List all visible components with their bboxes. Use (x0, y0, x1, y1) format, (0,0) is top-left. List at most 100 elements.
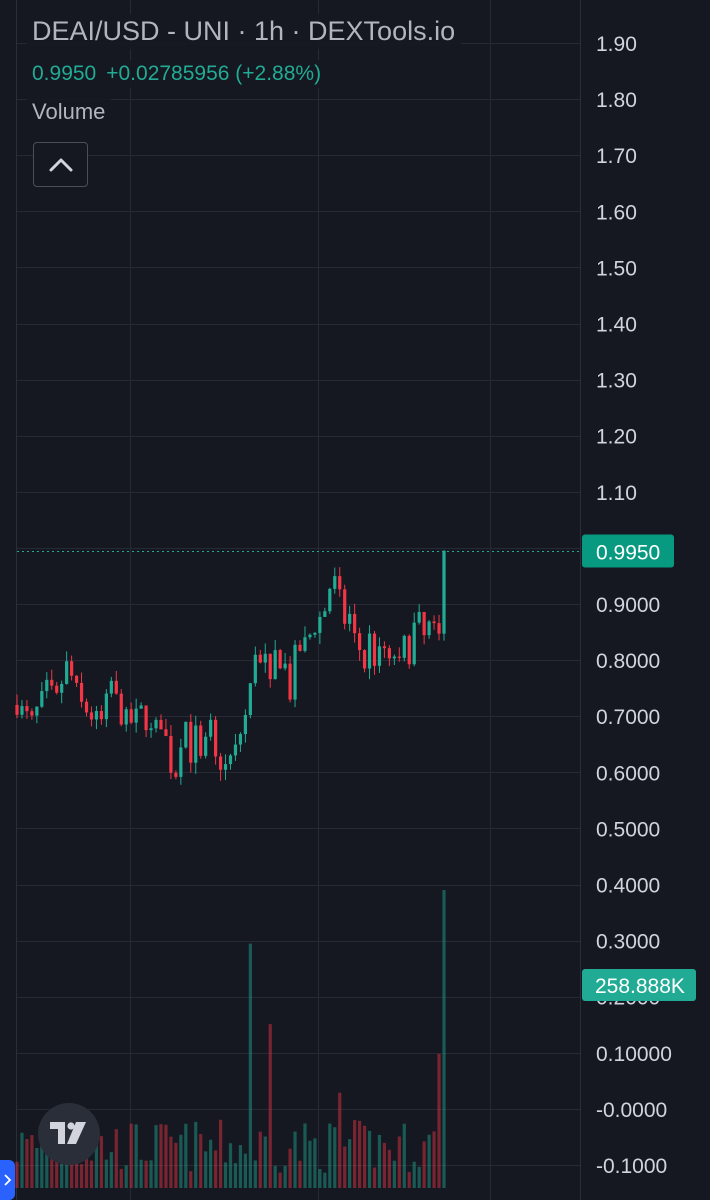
volume-bar (343, 1146, 347, 1188)
candle (149, 722, 153, 738)
candle (273, 640, 277, 680)
candle (432, 615, 436, 630)
volume-bar (70, 1162, 74, 1188)
scroll-left-handle[interactable] (0, 1160, 15, 1200)
volume-tag-bg (582, 968, 696, 1001)
candle-body (50, 679, 54, 686)
candle-body (174, 772, 178, 777)
candle (422, 611, 426, 645)
price-axis[interactable]: 1.901.801.701.601.501.401.301.201.101.00… (596, 33, 672, 1178)
candle-body (74, 675, 79, 683)
candle (99, 705, 104, 725)
candle-body (338, 576, 342, 590)
price-tick-label: 1.90 (596, 33, 637, 56)
candle (367, 625, 372, 680)
tradingview-logo[interactable] (38, 1103, 100, 1165)
candle-body (288, 663, 292, 700)
candle-body (124, 709, 128, 725)
candle (45, 672, 49, 699)
volume-bar (174, 1142, 178, 1188)
volume-tag-text: 258.888K (595, 975, 685, 998)
price-tick-label: 1.80 (596, 89, 637, 112)
volume-bar (189, 1171, 193, 1188)
candle (214, 716, 218, 765)
candle (144, 705, 148, 738)
candle-body (184, 721, 188, 748)
volume-bar (45, 1142, 49, 1188)
price-tick-label: 0.5000 (596, 818, 660, 841)
candle-body (189, 721, 193, 763)
volume-bar (144, 1160, 148, 1188)
candle-body (263, 653, 267, 663)
candle (20, 700, 24, 719)
candle (174, 770, 178, 780)
candle-body (134, 708, 138, 723)
candle (15, 694, 19, 719)
candle (263, 643, 267, 673)
candle (437, 614, 441, 641)
candle-body (313, 632, 317, 635)
volume-bar (248, 943, 252, 1188)
candle (407, 634, 411, 669)
volume-bar (288, 1148, 292, 1188)
price-tick-label: 0.8000 (596, 650, 660, 673)
volume-bar (218, 1119, 223, 1188)
volume-bar (30, 1135, 34, 1188)
candle-body (268, 653, 272, 680)
candle-body (70, 661, 74, 676)
volume-bar (328, 1123, 332, 1188)
volume-bar (253, 1160, 257, 1188)
volume-bar (223, 1162, 228, 1188)
volume-bar (432, 1131, 436, 1188)
candle (223, 754, 228, 781)
candle (194, 715, 198, 774)
candle-body (333, 576, 337, 589)
candle-body (402, 635, 406, 658)
price-tick-label: 0.3000 (596, 931, 660, 954)
candle (313, 632, 317, 638)
last-price-tag-bg (582, 534, 674, 568)
candle (283, 653, 287, 671)
candle-body (238, 734, 243, 745)
volume-bar (402, 1123, 406, 1188)
volume-bar (233, 1163, 238, 1188)
candle-body (94, 711, 99, 720)
volume-bar (268, 1024, 272, 1188)
volume-bar (422, 1141, 426, 1188)
volume-bar (79, 1164, 84, 1188)
volume-bar (427, 1134, 431, 1188)
volume-bar (238, 1145, 243, 1188)
candle (278, 648, 282, 670)
volume-bar (228, 1143, 233, 1188)
candle (189, 714, 193, 773)
volume-bar (179, 1134, 183, 1188)
candle-body (233, 744, 238, 756)
candle-body (199, 725, 203, 756)
price-tick-label: 1.20 (596, 426, 637, 449)
candle (70, 655, 74, 681)
candle-body (308, 634, 312, 638)
collapse-legend-button[interactable] (33, 142, 88, 187)
candle-body (144, 705, 148, 731)
volume-bar (318, 1169, 322, 1188)
volume-bar (169, 1136, 173, 1188)
candle-body (283, 663, 287, 669)
price-tick-label: 0.9000 (596, 594, 660, 617)
volume-bar (40, 1145, 44, 1188)
candle-body (218, 756, 223, 770)
candle (154, 717, 158, 733)
candle (392, 654, 396, 665)
volume-bars (15, 890, 446, 1188)
volume-bar (407, 1171, 411, 1188)
chevron-up-icon (49, 158, 73, 172)
volume-bar (303, 1123, 307, 1188)
candle (387, 645, 391, 667)
volume-bar (353, 1120, 357, 1188)
candle-body (248, 683, 252, 715)
volume-bar (89, 1160, 94, 1188)
chart-title: DEAI/USD - UNI · 1h · DEXTools.io (26, 14, 462, 49)
candle (104, 689, 108, 728)
candle-body (30, 711, 34, 716)
volume-bar (372, 1167, 377, 1188)
